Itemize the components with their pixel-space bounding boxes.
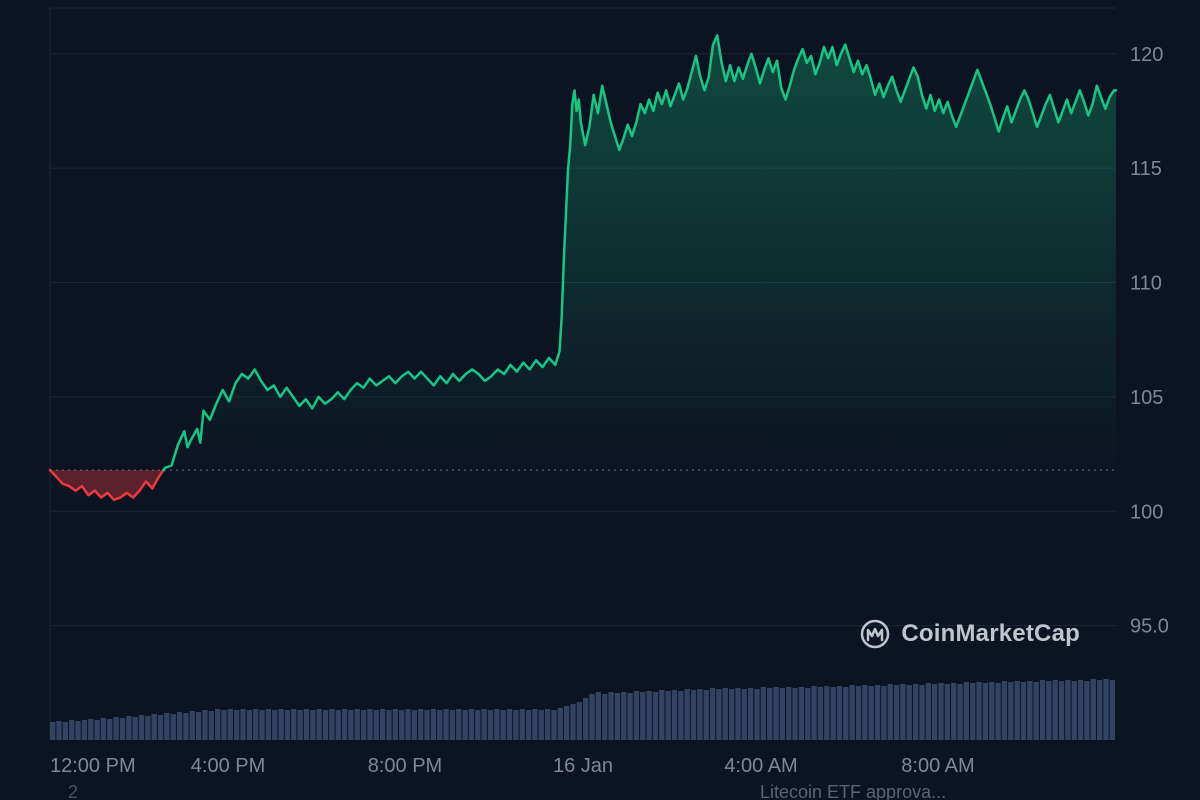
chart-svg: 95.0 100 105 110 115 120 12:00 PM 4:00 PM 8:00 P… [0,0,1200,800]
watermark-text: CoinMarketCap [901,620,1080,648]
svg-text:8:00 AM: 8:00 AM [901,755,974,777]
coinmarketcap-logo-icon [859,618,891,650]
svg-text:120: 120 [1130,44,1163,66]
svg-text:12:00 PM: 12:00 PM [50,755,136,777]
svg-text:8:00 PM: 8:00 PM [368,755,442,777]
price-chart: 95.0 100 105 110 115 120 12:00 PM 4:00 PM 8:00 P… [0,0,1200,800]
svg-text:4:00 PM: 4:00 PM [191,755,265,777]
svg-text:115: 115 [1130,158,1162,180]
watermark: CoinMarketCap [859,618,1080,650]
svg-text:95.0: 95.0 [1130,616,1169,638]
svg-text:110: 110 [1130,273,1162,295]
svg-text:16 Jan: 16 Jan [553,755,613,777]
svg-text:105: 105 [1130,387,1163,409]
bottom-caption: Litecoin ETF approva... [760,782,946,800]
svg-text:100: 100 [1130,501,1163,523]
page-number: 2 [68,782,78,800]
svg-text:4:00 AM: 4:00 AM [724,755,797,777]
